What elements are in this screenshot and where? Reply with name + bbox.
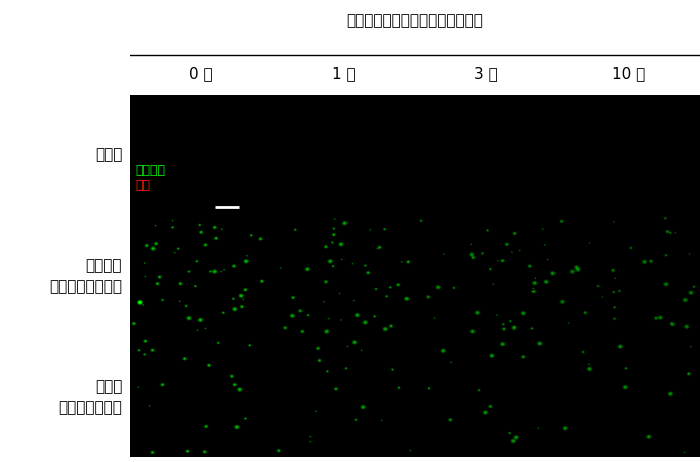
Text: 0 分: 0 分	[189, 67, 213, 81]
Text: 1 分: 1 分	[332, 67, 355, 81]
Text: 感染細胞: 感染細胞	[135, 164, 165, 176]
Text: 血流: 血流	[135, 179, 150, 192]
Text: 非感染: 非感染	[94, 148, 122, 163]
Text: 高病原性
鳥インフルエンザ: 高病原性 鳥インフルエンザ	[49, 258, 122, 294]
Text: 10 分: 10 分	[612, 67, 645, 81]
Text: 3 分: 3 分	[474, 67, 498, 81]
Text: 季節性
インフルエンザ: 季節性 インフルエンザ	[58, 379, 122, 415]
Text: 蜇光デキストランの投与後の時間: 蜇光デキストランの投与後の時間	[346, 13, 483, 28]
